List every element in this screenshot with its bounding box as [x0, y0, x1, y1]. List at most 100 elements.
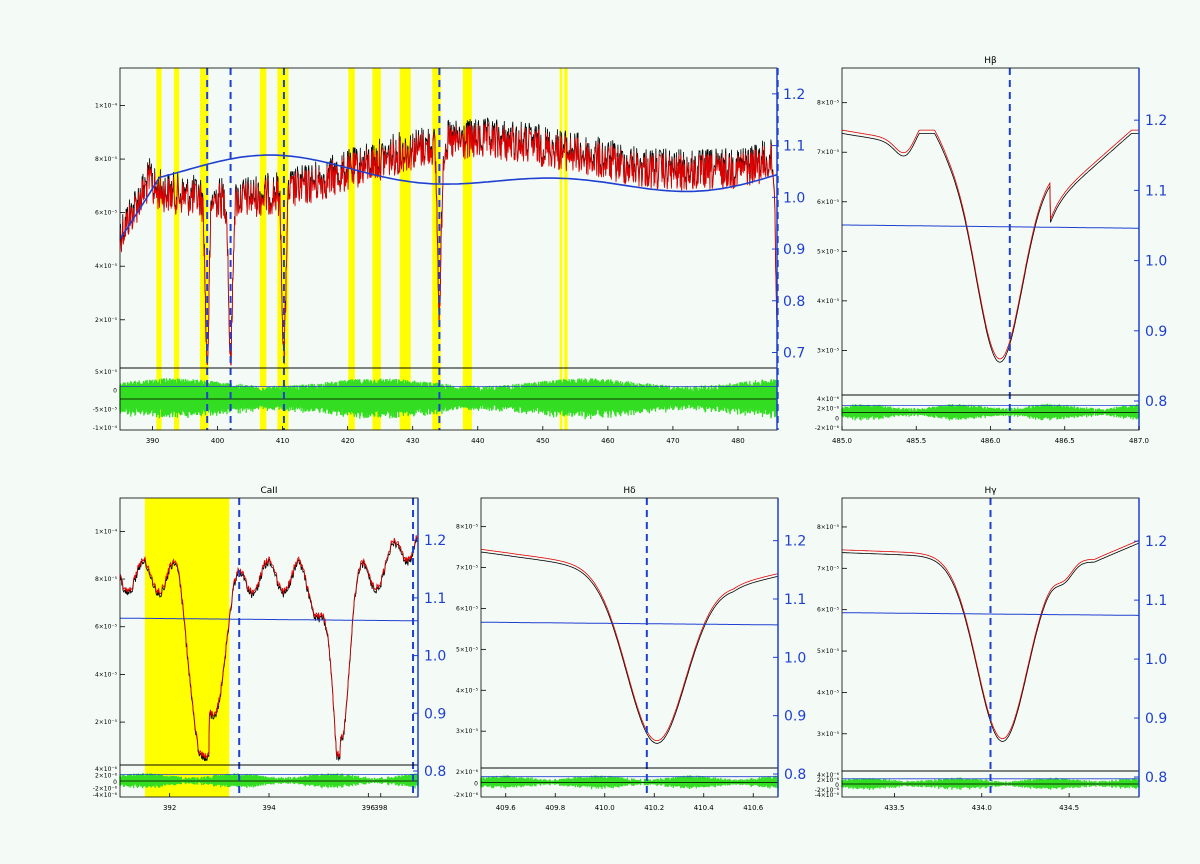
x-tick-label: 410.4: [694, 804, 715, 812]
residual-tick-label: 2×10⁻⁶: [95, 773, 118, 780]
y-tick-label: 6×10⁻⁵: [817, 199, 840, 206]
residual-tick-label: 0: [113, 779, 117, 786]
continuum-fit: [119, 154, 778, 240]
y-tick-label: 8×10⁻⁵: [817, 524, 840, 531]
y-tick-label: 3×10⁻⁵: [456, 728, 479, 735]
panel-title: Hβ: [984, 56, 997, 66]
y2-tick-label: 0.7: [783, 345, 805, 361]
y-tick-label: 6×10⁻⁵: [456, 605, 479, 612]
mask-band: [372, 68, 381, 430]
y-tick-label: 6×10⁻⁵: [817, 607, 840, 614]
y-tick-label: 8×10⁻⁵: [95, 576, 118, 583]
y-tick-label: 4×10⁻⁵: [817, 298, 840, 305]
y-tick-label: 3×10⁻⁵: [817, 731, 840, 738]
mask-band: [259, 68, 267, 430]
residual-tick-label: 2×10⁻⁶: [817, 777, 840, 784]
y-tick-label: 6×10⁻⁵: [95, 624, 118, 631]
y-tick-label: 5×10⁻⁵: [817, 648, 840, 655]
x-tick-label: 485.5: [906, 437, 926, 445]
panel-title: Hδ: [623, 486, 636, 496]
x-tick-label: 440: [471, 437, 484, 445]
x-tick-label: 470: [666, 437, 679, 445]
residual-tick-label: 0: [835, 415, 839, 422]
x-tick-label: 390: [146, 437, 159, 445]
y-tick-label: 2×10⁻⁵: [95, 317, 118, 324]
x-tick-label: 410.0: [595, 804, 615, 812]
mask-band: [348, 68, 355, 430]
x-tick-label: 485.0: [832, 437, 852, 445]
residual-tick-label: 0: [474, 781, 478, 788]
y-tick-label: 7×10⁻⁵: [817, 565, 840, 572]
x-tick-label: 392: [163, 804, 176, 812]
residual-tick-label: -2×10⁻⁶: [93, 786, 118, 793]
y2-tick-label: 1.1: [1145, 183, 1167, 199]
y-tick-label: 7×10⁻⁵: [456, 565, 479, 572]
x-tick-label: 486.5: [1055, 437, 1075, 445]
y2-tick-label: 0.8: [1145, 770, 1167, 786]
y-tick-label: 6×10⁻⁵: [95, 210, 118, 217]
y-tick-label: 1×10⁻⁴: [95, 103, 118, 110]
residual-tick-label: 2×10⁻⁶: [817, 406, 840, 413]
y-tick-label: 4×10⁻⁵: [95, 671, 118, 678]
mask-band: [559, 68, 563, 430]
model-spectrum: [480, 548, 779, 741]
mask-band: [399, 68, 411, 430]
model-spectrum: [119, 122, 778, 366]
y-tick-label: 1×10⁻⁴: [95, 528, 118, 535]
y2-tick-label: 1.1: [784, 592, 806, 608]
y2-tick-label: 1.1: [1145, 593, 1167, 609]
x-tick-label: 410: [276, 437, 289, 445]
residual-tick-label: 4×10⁻⁶: [817, 396, 840, 403]
y-tick-label: 4×10⁻⁵: [817, 689, 840, 696]
y2-tick-label: 1.0: [783, 190, 805, 206]
x-tick-label: 400: [211, 437, 224, 445]
y2-tick-label: 0.9: [424, 706, 446, 722]
x-tick-label: 487.0: [1129, 437, 1149, 445]
x-tick-label: 409.8: [545, 804, 565, 812]
y2-tick-label: 1.0: [1145, 652, 1167, 668]
x-tick-label: 398: [374, 804, 387, 812]
x-tick-label: 410.6: [743, 804, 764, 812]
residual-tick-label: 5×10⁻⁵: [95, 369, 118, 376]
y2-tick-label: 0.8: [424, 764, 446, 780]
residual-tick-label: 4×10⁻⁶: [817, 772, 840, 779]
mask-band: [462, 68, 472, 430]
y-tick-label: 2×10⁻⁵: [95, 719, 118, 726]
y2-tick-label: 1.0: [1145, 254, 1167, 270]
x-tick-label: 394: [262, 804, 276, 812]
x-tick-label: 480: [731, 437, 744, 445]
x-tick-label: 450: [536, 437, 549, 445]
residual-tick-label: -2×10⁻⁶: [454, 792, 479, 799]
mask-band: [156, 68, 162, 430]
panel-title: Hγ: [984, 486, 997, 496]
observed-spectrum: [119, 117, 778, 366]
residual-tick-label: 4×10⁻⁶: [95, 766, 118, 773]
x-tick-label: 410.2: [644, 804, 664, 812]
y-tick-label: 8×10⁻⁵: [95, 156, 118, 163]
y2-tick-label: 0.9: [1145, 711, 1167, 727]
y2-tick-label: 1.1: [783, 139, 805, 155]
y2-tick-label: 0.8: [783, 294, 805, 310]
x-tick-label: 409.6: [496, 804, 517, 812]
observed-spectrum: [842, 542, 1140, 742]
panel-title: CaII: [260, 486, 277, 496]
observed-spectrum: [480, 551, 779, 744]
y-tick-label: 7×10⁻⁵: [817, 149, 840, 156]
x-tick-label: 486.0: [980, 437, 1000, 445]
y2-tick-label: 1.0: [424, 649, 446, 665]
residual-tick-label: -4×10⁻⁶: [93, 792, 118, 799]
continuum-fit: [842, 224, 1139, 229]
x-tick-label: 434.5: [1059, 804, 1079, 812]
continuum-fit: [842, 612, 1139, 616]
y-tick-label: 3×10⁻⁵: [817, 347, 840, 354]
y-tick-label: 5×10⁻⁵: [817, 248, 840, 255]
x-tick-label: 433.5: [884, 804, 904, 812]
y2-tick-label: 1.1: [424, 591, 446, 607]
continuum-fit: [119, 617, 418, 622]
observed-spectrum: [841, 133, 1139, 363]
y2-tick-label: 0.9: [784, 709, 806, 725]
x-tick-label: 396: [362, 804, 376, 812]
residual-tick-label: 0: [113, 388, 117, 395]
